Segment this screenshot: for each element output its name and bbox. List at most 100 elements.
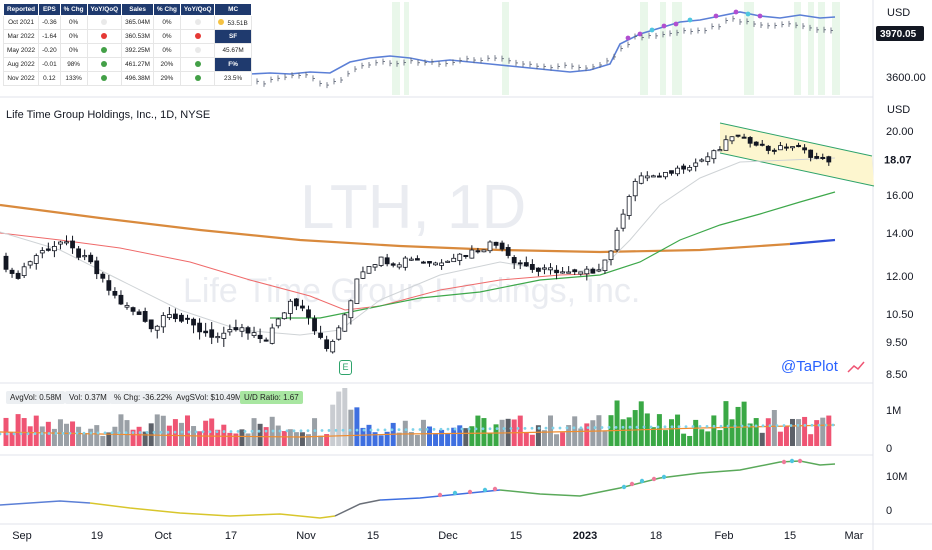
rs-marker xyxy=(661,23,667,29)
dollar-volume-marker xyxy=(482,487,488,493)
status-dot-icon xyxy=(218,18,225,25)
volume-dot xyxy=(775,424,779,428)
eps-change-cell: 0% xyxy=(59,29,88,44)
volume-bar xyxy=(681,433,687,446)
ma200-rs-segment xyxy=(789,238,836,246)
channel-lower-line[interactable] xyxy=(719,152,875,187)
volume-dot xyxy=(502,427,506,430)
time-axis-label: 15 xyxy=(510,530,522,542)
volume-dot xyxy=(96,431,100,435)
candle-body xyxy=(675,167,680,175)
trend-channel[interactable] xyxy=(720,123,874,186)
candle-body xyxy=(197,322,203,333)
volume-bar xyxy=(741,401,747,446)
volume-dot xyxy=(649,425,653,429)
candle-body xyxy=(227,329,233,333)
earnings-marker[interactable]: E xyxy=(339,360,352,375)
time-axis-label: 2023 xyxy=(573,530,597,542)
volume-dot xyxy=(222,430,226,433)
volume-dot xyxy=(26,432,30,436)
volume-dot xyxy=(341,428,345,432)
brand-chart-icon xyxy=(847,361,865,373)
highlight-band xyxy=(640,2,648,95)
volume-bar xyxy=(723,401,729,446)
candle-body xyxy=(179,314,184,322)
volume-change-label: % Chg: -36.22% xyxy=(110,391,177,404)
price-tick-label: 9.50 xyxy=(886,337,907,349)
candle-body xyxy=(808,149,814,158)
volume-bar xyxy=(796,419,802,446)
status-dot-icon xyxy=(101,18,108,25)
volume-dot xyxy=(68,431,72,435)
volume-dot xyxy=(411,428,415,431)
status-dot-icon xyxy=(194,74,201,81)
price-tick-label: 12.00 xyxy=(886,271,914,283)
index-panel xyxy=(235,9,836,89)
channel-upper-line[interactable] xyxy=(719,122,873,157)
moving-averages xyxy=(0,157,836,336)
volume-bar xyxy=(88,428,94,446)
candle-body xyxy=(753,141,759,146)
dollar-volume-marker xyxy=(781,459,787,465)
volume-dot xyxy=(117,431,121,435)
ma200-line xyxy=(0,203,791,254)
volume-bars xyxy=(0,388,836,446)
dollar-volume-marker xyxy=(621,484,627,490)
candle-body xyxy=(27,261,33,266)
candle-body xyxy=(160,315,166,328)
volume-bar xyxy=(469,426,475,446)
sales-trend-cell xyxy=(179,43,216,58)
volume-dot xyxy=(257,429,261,433)
volume-dot xyxy=(194,430,198,434)
volume-dot xyxy=(810,423,814,427)
volume-bar xyxy=(360,427,366,446)
candle-body xyxy=(318,332,324,338)
volume-bar xyxy=(747,423,753,446)
volume-bar xyxy=(826,415,832,446)
eps-change-cell: 133% xyxy=(59,71,88,86)
table-header-cell: Reported xyxy=(2,3,40,16)
sales-trend-cell xyxy=(179,57,216,72)
candle-body xyxy=(293,298,299,307)
volume-bar xyxy=(535,425,541,446)
candle-body xyxy=(717,149,723,152)
volume-dot xyxy=(684,425,688,429)
volume-bar xyxy=(100,435,106,446)
dollar-volume-marker xyxy=(639,478,645,484)
candle-body xyxy=(620,213,626,229)
candle-body xyxy=(15,272,21,279)
volume-bar xyxy=(118,414,124,446)
ma50-line xyxy=(0,232,591,311)
volume-bar xyxy=(342,388,348,446)
index-highlight-bands xyxy=(392,2,840,95)
eps-cell: -0.20 xyxy=(38,43,61,58)
time-axis-label: 15 xyxy=(784,530,796,542)
volume-dot xyxy=(327,429,331,432)
candle-body xyxy=(64,241,69,244)
volume-dot xyxy=(369,428,373,432)
candle-body xyxy=(100,273,106,279)
candle-body xyxy=(487,241,493,252)
candle-body xyxy=(372,264,378,268)
volume-dot xyxy=(768,424,772,428)
sales-change-cell: 20% xyxy=(153,57,181,72)
candle-body xyxy=(52,245,57,252)
dollar-volume-panel xyxy=(0,458,836,519)
price-tick-label: 14.00 xyxy=(886,228,914,240)
volume-dot xyxy=(278,429,282,433)
candle-body xyxy=(590,268,596,274)
market-cap-cell: 45.67M xyxy=(214,43,252,58)
time-axis-label: Sep xyxy=(12,530,32,542)
candle-body xyxy=(136,311,142,315)
top-axis-unit: USD xyxy=(887,7,910,19)
earnings-table-header: Reported EPS% Chg YoY/QoQ Sales% Chg YoY/QoQ… xyxy=(2,3,252,16)
volume-dot xyxy=(173,430,177,434)
volume-dot xyxy=(628,425,632,429)
volume-dot xyxy=(719,424,723,428)
time-axis-label: Mar xyxy=(845,530,864,542)
volume-dot xyxy=(824,423,828,427)
candle-body xyxy=(457,253,463,261)
volume-bar xyxy=(711,415,717,446)
volume-bar xyxy=(523,432,529,446)
